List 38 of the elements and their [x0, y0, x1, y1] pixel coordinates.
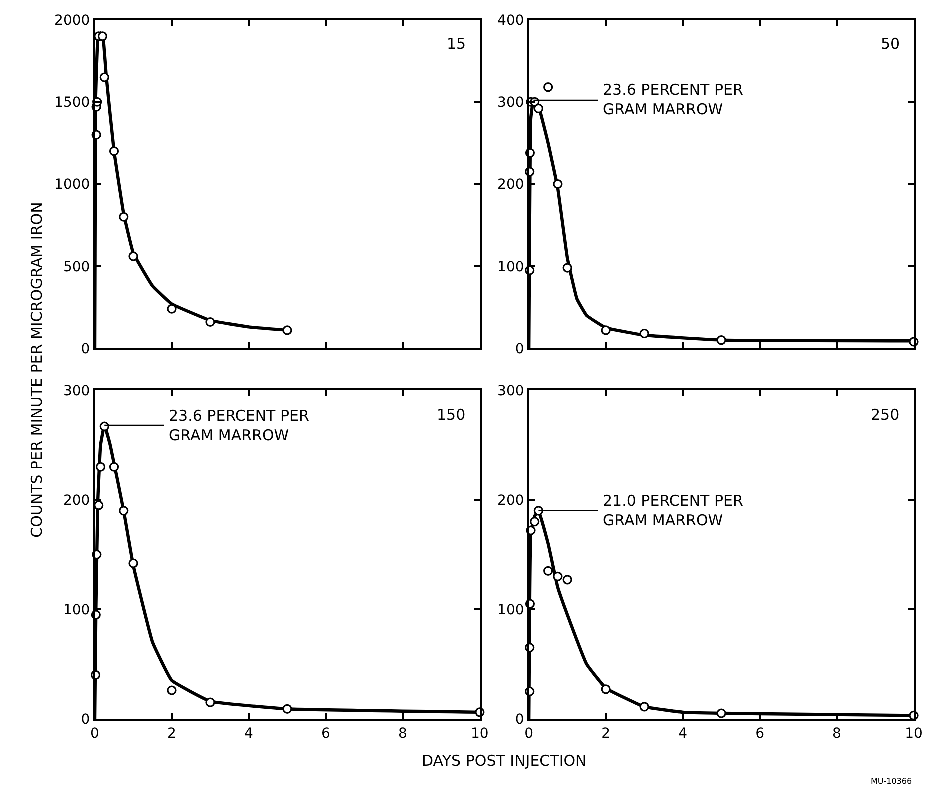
y-tick-label: 0 [81, 341, 90, 358]
y-tick-label: 300 [498, 383, 524, 400]
annotation: 21.0 PERCENT PER GRAM MARROW [603, 492, 744, 530]
x-tick-label: 10 [471, 726, 489, 742]
x-tick-label: 6 [322, 726, 330, 742]
x-axis-title: DAYS POST INJECTION [422, 752, 587, 770]
x-tick-label: 10 [905, 726, 923, 742]
y-tick-label: 1000 [54, 177, 90, 194]
y-tick-label: 200 [63, 492, 90, 509]
y-tick-label: 0 [515, 341, 524, 358]
y-axis-title: COUNTS PER MINUTE PER MICROGRAM IRON [28, 202, 46, 538]
annotation: 250 [871, 406, 900, 424]
y-tick-label: 100 [498, 602, 524, 618]
annotation: 50 [881, 35, 900, 53]
x-tick-label: 8 [832, 726, 842, 742]
y-tick-label: 300 [498, 95, 524, 112]
y-tick-label: 100 [498, 259, 524, 276]
y-tick-label: 1500 [54, 95, 90, 112]
y-tick-label: 0 [515, 712, 524, 728]
x-tick-label: 2 [168, 726, 176, 742]
y-tick-label: 2000 [54, 12, 90, 29]
x-tick-label: 4 [678, 726, 688, 742]
annotation: 23.6 PERCENT PER GRAM MARROW [603, 81, 744, 118]
text: MU-10366 [871, 777, 912, 786]
y-tick-label: 200 [498, 492, 524, 509]
y-tick-label: 0 [81, 712, 90, 728]
annotation: 15 [447, 35, 466, 53]
y-tick-label: 500 [63, 259, 90, 276]
annotation: 150 [437, 406, 466, 424]
x-tick-label: 6 [756, 726, 765, 742]
x-tick-label: 2 [602, 726, 611, 742]
y-tick-label: 200 [498, 177, 524, 194]
y-tick-label: 100 [63, 602, 90, 618]
annotation: 23.6 PERCENT PER GRAM MARROW [169, 407, 310, 444]
x-tick-label: 8 [398, 726, 408, 742]
y-tick-label: 300 [63, 383, 90, 400]
x-tick-label: 4 [244, 726, 254, 742]
y-tick-label: 400 [498, 12, 524, 29]
